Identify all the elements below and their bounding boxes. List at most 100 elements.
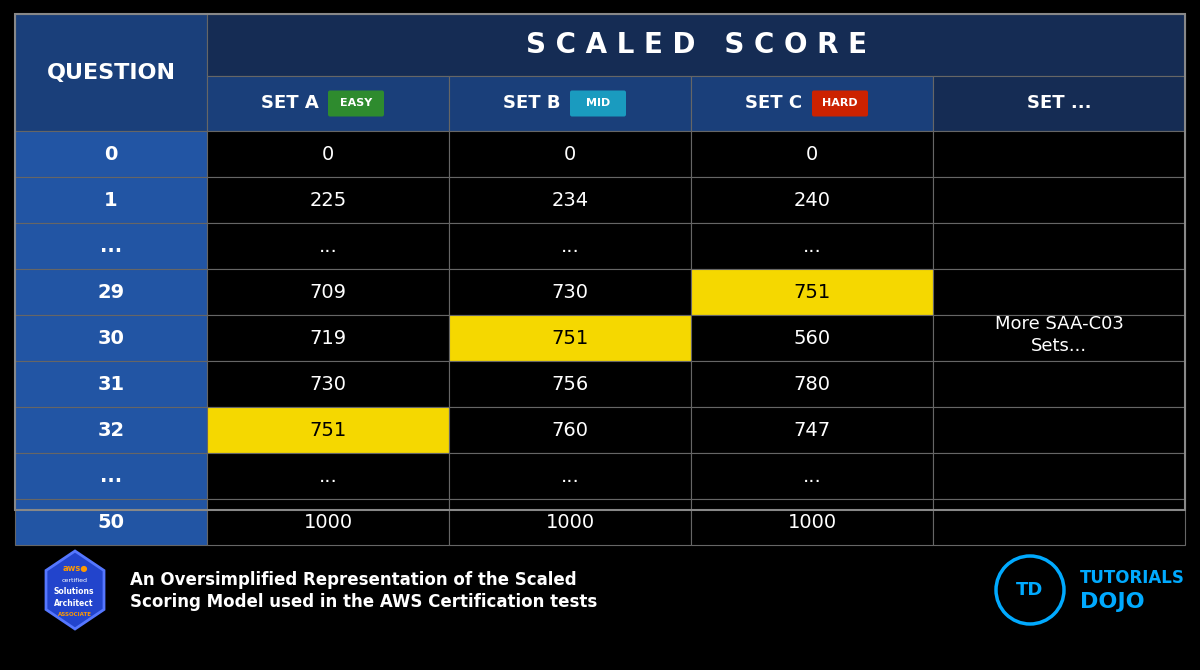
Bar xyxy=(934,499,1186,545)
Text: ASSOCIATE: ASSOCIATE xyxy=(58,612,92,618)
Text: TD: TD xyxy=(1016,581,1044,599)
Text: 240: 240 xyxy=(793,190,830,210)
Bar xyxy=(934,453,1186,499)
Text: Solutions: Solutions xyxy=(54,588,95,596)
Bar xyxy=(14,14,1186,510)
Bar xyxy=(449,361,691,407)
Bar xyxy=(691,315,934,361)
Text: Scoring Model used in the AWS Certification tests: Scoring Model used in the AWS Certificat… xyxy=(130,593,598,611)
Text: 225: 225 xyxy=(310,190,347,210)
Text: 0: 0 xyxy=(104,145,118,163)
Bar xyxy=(934,177,1186,223)
Text: 0: 0 xyxy=(322,145,334,163)
Text: ...: ... xyxy=(803,237,821,255)
Bar xyxy=(14,223,208,269)
Text: S C A L E D   S C O R E: S C A L E D S C O R E xyxy=(526,31,866,59)
Bar xyxy=(14,499,208,545)
Text: 1000: 1000 xyxy=(546,513,594,531)
Text: 560: 560 xyxy=(793,328,830,348)
Bar xyxy=(449,499,691,545)
Bar xyxy=(934,315,1186,361)
FancyBboxPatch shape xyxy=(812,90,868,117)
Text: ...: ... xyxy=(803,466,821,486)
Bar xyxy=(208,76,449,131)
Bar xyxy=(449,223,691,269)
Bar xyxy=(691,361,934,407)
Bar xyxy=(934,131,1186,177)
Text: 751: 751 xyxy=(551,328,589,348)
Bar xyxy=(208,407,449,453)
Text: QUESTION: QUESTION xyxy=(47,62,175,82)
Bar xyxy=(449,407,691,453)
Text: 719: 719 xyxy=(310,328,347,348)
Bar xyxy=(14,407,208,453)
Bar xyxy=(208,269,449,315)
Text: ...: ... xyxy=(560,237,580,255)
Bar xyxy=(449,453,691,499)
Bar xyxy=(691,131,934,177)
Bar xyxy=(14,269,208,315)
Bar xyxy=(14,361,208,407)
Bar xyxy=(691,453,934,499)
Text: 730: 730 xyxy=(552,283,588,302)
Text: 780: 780 xyxy=(793,375,830,393)
Text: Sets...: Sets... xyxy=(1031,337,1087,355)
Text: 0: 0 xyxy=(564,145,576,163)
Text: 751: 751 xyxy=(793,283,830,302)
Text: 709: 709 xyxy=(310,283,347,302)
Bar xyxy=(934,407,1186,453)
Text: EASY: EASY xyxy=(340,98,372,109)
Text: SET A: SET A xyxy=(262,94,319,113)
Bar xyxy=(14,14,208,131)
Bar xyxy=(208,361,449,407)
Text: ...: ... xyxy=(319,237,337,255)
Bar xyxy=(691,499,934,545)
FancyBboxPatch shape xyxy=(328,90,384,117)
Text: SET C: SET C xyxy=(745,94,803,113)
Bar xyxy=(208,499,449,545)
Bar xyxy=(934,269,1186,315)
Text: Architect: Architect xyxy=(54,600,94,608)
Text: aws●: aws● xyxy=(62,563,88,572)
Text: 1000: 1000 xyxy=(787,513,836,531)
Text: certified: certified xyxy=(62,578,88,582)
Bar xyxy=(449,269,691,315)
Bar xyxy=(449,76,691,131)
Text: 747: 747 xyxy=(793,421,830,440)
Text: SET ...: SET ... xyxy=(1027,94,1091,113)
Text: 1000: 1000 xyxy=(304,513,353,531)
Bar xyxy=(14,453,208,499)
Text: 751: 751 xyxy=(310,421,347,440)
Text: TUTORIALS: TUTORIALS xyxy=(1080,569,1184,587)
Text: 760: 760 xyxy=(552,421,588,440)
Bar xyxy=(208,315,449,361)
Bar xyxy=(934,76,1186,131)
Text: More SAA-C03: More SAA-C03 xyxy=(995,315,1123,333)
Bar xyxy=(208,177,449,223)
Text: 31: 31 xyxy=(97,375,125,393)
Bar xyxy=(449,131,691,177)
Text: HARD: HARD xyxy=(822,98,858,109)
Text: MID: MID xyxy=(586,98,610,109)
Text: 0: 0 xyxy=(806,145,818,163)
Bar xyxy=(449,315,691,361)
Bar xyxy=(691,177,934,223)
Bar xyxy=(208,131,449,177)
Text: ...: ... xyxy=(100,237,122,255)
Text: SET B: SET B xyxy=(503,94,560,113)
Bar xyxy=(691,269,934,315)
Text: 234: 234 xyxy=(552,190,588,210)
Text: ...: ... xyxy=(560,466,580,486)
Bar xyxy=(14,315,208,361)
Bar xyxy=(934,361,1186,407)
Bar xyxy=(208,223,449,269)
Bar xyxy=(208,453,449,499)
Text: ...: ... xyxy=(100,466,122,486)
Bar xyxy=(449,177,691,223)
Bar xyxy=(208,14,1186,76)
Text: An Oversimplified Representation of the Scaled: An Oversimplified Representation of the … xyxy=(130,571,577,589)
Text: 730: 730 xyxy=(310,375,347,393)
Text: 756: 756 xyxy=(551,375,589,393)
Text: ...: ... xyxy=(319,466,337,486)
Text: 50: 50 xyxy=(97,513,125,531)
